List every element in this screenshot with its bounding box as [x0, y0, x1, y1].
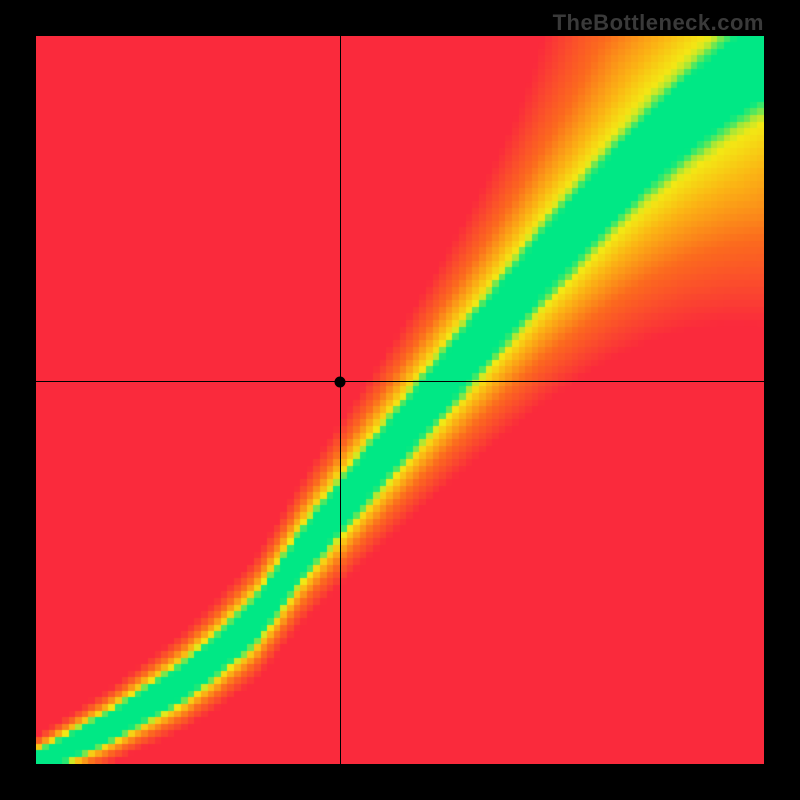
bottleneck-heatmap	[36, 36, 764, 764]
watermark-text: TheBottleneck.com	[553, 10, 764, 36]
crosshair-marker	[335, 376, 346, 387]
crosshair-horizontal	[36, 381, 764, 382]
frame-bottom	[0, 764, 800, 800]
frame-right	[764, 0, 800, 800]
crosshair-vertical	[340, 36, 341, 764]
frame-left	[0, 0, 36, 800]
